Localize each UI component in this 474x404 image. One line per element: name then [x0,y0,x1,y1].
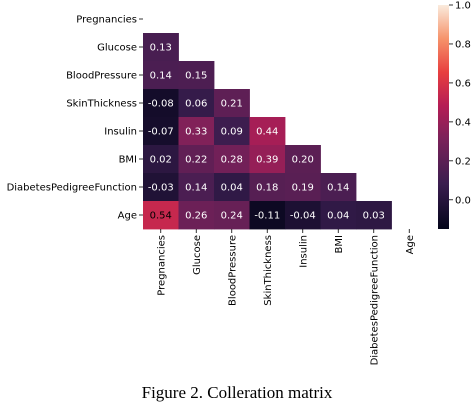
heatmap-cell [249,201,286,230]
cell-value-label: -0.07 [148,127,174,138]
heatmap-cell [249,173,286,202]
column-label: Age [405,235,416,254]
colorbar-tick-label: 0.2 [455,156,471,167]
column-label: Glucose [192,235,203,275]
cell-value-label: 0.44 [256,127,278,138]
cell-value-label: 0.13 [150,43,172,54]
figure-caption: Figure 2. Colleration matrix [141,383,333,402]
cell-value-label: 0.24 [221,211,243,222]
heatmap-cell-labels: 0.13 0.14 0.15 -0.08 0.06 0.21 -0.07 0.33 0.09 0.… [148,43,385,222]
cell-value-label: 0.20 [292,155,314,166]
cell-value-label: 0.54 [150,211,172,222]
heatmap-cell [143,89,179,118]
colorbar-tick-label: 0.4 [455,117,471,128]
heatmap-cell [356,201,392,230]
cell-value-label: 0.26 [185,211,207,222]
heatmap-cell [214,89,250,118]
heatmap-cell [249,145,286,174]
heatmap-cell [178,89,215,118]
colorbar-tick-label: 0.6 [455,78,471,89]
cell-value-label: 0.21 [221,99,243,110]
colorbar-tick-label: 0.0 [455,195,471,206]
row-label: SkinThickness [66,99,137,110]
heatmap-cell [320,201,357,230]
heatmap-cell [214,173,250,202]
heatmap-cell [178,117,215,146]
row-tick-marks [139,18,143,216]
heatmap-cell [178,145,215,174]
column-tick-marks [160,229,410,233]
cell-value-label: 0.04 [327,211,349,222]
row-label: Pregnancies [76,15,137,26]
cell-value-label: 0.19 [292,183,314,194]
row-label: Age [118,211,137,222]
cell-value-label: 0.06 [185,99,207,110]
heatmap-cell [143,201,179,230]
heatmap-cell [178,173,215,202]
heatmap-cell [285,173,321,202]
heatmap-cell [143,33,179,62]
column-label: Pregnancies [156,235,167,296]
row-label: Insulin [104,127,137,138]
heatmap-cells [143,33,392,230]
heatmap-cell [143,61,179,90]
heatmap-cell [178,61,215,90]
heatmap-cell [285,145,321,174]
cell-value-label: -0.04 [290,211,316,222]
column-label: DiabetesPedigreeFunction [369,235,380,365]
column-label: Insulin [298,235,309,268]
column-label: BloodPressure [227,235,238,306]
heatmap-cell [143,117,179,146]
row-label: Glucose [97,43,137,54]
cell-value-label: 0.15 [185,71,207,82]
cell-value-label: 0.18 [256,183,278,194]
heatmap-cell [214,117,250,146]
heatmap-cell [249,117,286,146]
cell-value-label: 0.04 [221,183,243,194]
colorbar-ticks: 1.0 0.8 0.6 0.4 0.2 0.0 [449,1,471,206]
row-label: BMI [119,155,137,166]
row-labels: Pregnancies Glucose BloodPressure SkinThick… [7,15,137,222]
cell-value-label: 0.14 [150,71,172,82]
cell-value-label: 0.03 [363,211,385,222]
heatmap-cell [143,173,179,202]
colorbar-tick-label: 1.0 [455,1,471,12]
cell-value-label: -0.08 [148,99,174,110]
colorbar [438,5,449,229]
heatmap-cell [214,145,250,174]
cell-value-label: 0.14 [185,183,207,194]
column-labels: Pregnancies Glucose BloodPressure SkinThick… [156,235,416,365]
cell-value-label: 0.14 [327,183,349,194]
heatmap-cell [320,173,357,202]
cell-value-label: 0.33 [185,127,207,138]
row-label: DiabetesPedigreeFunction [7,183,137,194]
column-label: BMI [334,235,345,253]
heatmap-cell [214,201,250,230]
column-label: SkinThickness [263,235,274,306]
heatmap-cell [178,201,215,230]
row-label: BloodPressure [66,71,137,82]
cell-value-label: 0.02 [150,155,172,166]
colorbar-tick-label: 0.8 [455,39,471,50]
cell-value-label: 0.28 [221,155,243,166]
heatmap-cell [285,201,321,230]
cell-value-label: 0.09 [221,127,243,138]
cell-value-label: 0.22 [185,155,207,166]
cell-value-label: -0.11 [254,211,280,222]
cell-value-label: 0.39 [256,155,278,166]
cell-value-label: -0.03 [148,183,174,194]
heatmap-cell [143,145,179,174]
